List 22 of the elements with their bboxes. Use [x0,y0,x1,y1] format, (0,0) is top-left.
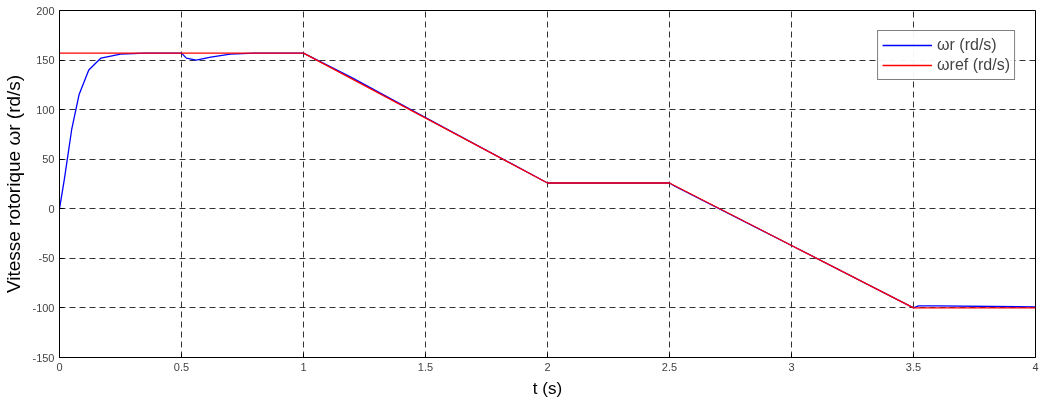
y-axis-title: Vitesse rotorique ωr (rd/s) [3,74,25,294]
x-tick-label: 4 [1032,360,1039,373]
line-series [59,52,1036,309]
x-tick-label: 0 [56,360,63,373]
legend-label: ωref (rd/s) [937,56,1010,74]
x-tick-label: 3.5 [905,360,922,373]
x-axis-title: t (s) [532,378,563,398]
x-tick-label: 1 [300,360,307,373]
y-tick-label: 50 [42,153,55,166]
x-tick-label: 1.5 [417,360,434,373]
y-tick-label: 150 [36,54,55,67]
y-tick-label: -50 [38,252,55,265]
y-tick-label: -100 [32,301,55,314]
x-tick-label: 2 [544,360,551,373]
x-tick-label: 0.5 [173,360,190,373]
y-tick-label: 100 [36,103,55,116]
x-tick-label: 2.5 [661,360,678,373]
legend-label: ωr (rd/s) [937,36,997,54]
y-tick-label: -150 [32,351,55,364]
y-tick-label: 0 [48,202,55,215]
x-tick-label: 3 [788,360,795,373]
y-tick-label: 200 [36,4,55,17]
